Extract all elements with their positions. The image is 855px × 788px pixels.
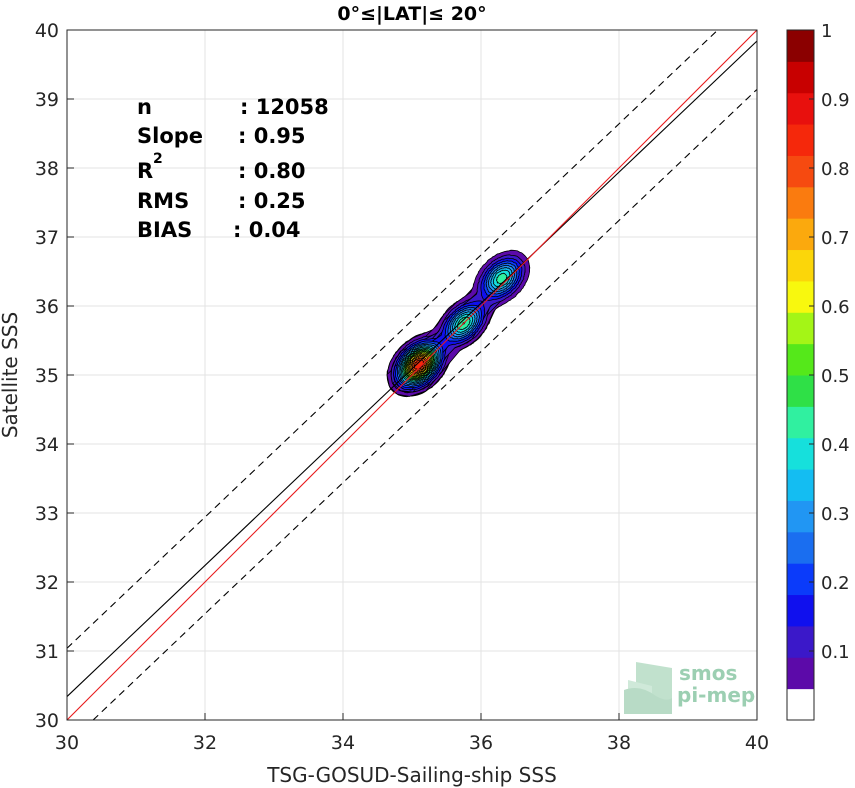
colorbar-segment <box>787 343 814 376</box>
colorbar-segment <box>787 124 814 156</box>
y-tick-label: 31 <box>35 641 59 663</box>
logo-text-line1: smos <box>679 661 737 685</box>
colorbar-segment <box>787 469 814 501</box>
colorbar-segment <box>787 280 814 313</box>
y-tick-label: 34 <box>35 434 59 456</box>
y-axis-ticks: 30 31 32 33 34 35 36 37 38 39 40 <box>35 20 74 732</box>
statistics-box: n : 12058 Slope : 0.95 R 2 : 0.80 RMS : … <box>137 95 329 242</box>
reference-lines <box>67 30 757 720</box>
colorbar-tick-label: 0.2 <box>821 573 850 594</box>
stat-label-rms: RMS <box>137 189 189 213</box>
colorbar-ticks: 0.1 0.2 0.3 0.4 0.5 0.6 0.7 0.8 0.9 1 <box>809 21 850 663</box>
colorbar-segment <box>787 218 814 251</box>
colorbar-segment <box>787 155 814 188</box>
colorbar-tick-label: 0.7 <box>821 228 850 249</box>
colorbar-segment <box>787 657 814 690</box>
logo-text-line2: pi-mep <box>677 683 755 707</box>
identity-line <box>67 30 757 720</box>
lower-bound-line <box>92 88 757 720</box>
y-tick-label: 33 <box>35 503 59 525</box>
y-tick-label: 40 <box>35 20 59 42</box>
y-tick-label: 36 <box>35 296 59 318</box>
colorbar-segment <box>787 531 814 564</box>
regression-line <box>67 40 757 697</box>
colorbar-tick-label: 0.5 <box>821 366 850 387</box>
stat-value-bias: : 0.04 <box>233 218 301 242</box>
colorbar-segment <box>787 625 814 658</box>
x-axis-ticks: 30 32 34 36 38 40 <box>55 713 769 754</box>
y-tick-label: 32 <box>35 572 59 594</box>
logo-waves-icon <box>624 662 672 714</box>
stat-label-n: n <box>137 95 152 119</box>
colorbar-segment <box>787 688 814 721</box>
colorbar-segment <box>787 594 814 627</box>
upper-bound-line <box>67 30 719 649</box>
colorbar-segment <box>787 186 814 219</box>
y-tick-label: 38 <box>35 158 59 180</box>
colorbar-segment <box>787 500 814 533</box>
colorbar-tick-label: 0.9 <box>821 90 850 111</box>
grid <box>66 29 758 721</box>
stat-label-r2: R <box>137 159 153 183</box>
colorbar-tick-label: 0.4 <box>821 435 850 456</box>
stat-value-rms: : 0.25 <box>238 189 306 213</box>
colorbar-segment <box>787 249 814 282</box>
stat-label-slope: Slope <box>137 124 203 148</box>
colorbar-segment <box>787 92 814 125</box>
colorbar-segment <box>787 312 814 345</box>
y-axis-label: Satellite SSS <box>0 312 22 438</box>
x-tick-label: 40 <box>745 732 769 754</box>
x-tick-label: 34 <box>331 732 355 754</box>
smos-pimep-logo: smos pi-mep <box>624 661 755 714</box>
colorbar-segment <box>787 406 814 439</box>
x-tick-label: 38 <box>607 732 631 754</box>
colorbar-tick-label: 0.3 <box>821 504 850 525</box>
colorbar-segment <box>787 437 814 470</box>
colorbar-segment <box>787 563 814 596</box>
y-tick-label: 37 <box>35 227 59 249</box>
stat-value-r2: : 0.80 <box>238 159 306 183</box>
colorbar-tick-label: 0.1 <box>821 642 850 663</box>
x-axis-label: TSG-GOSUD-Sailing-ship SSS <box>266 763 557 787</box>
colorbar-tick-label: 0.6 <box>821 297 850 318</box>
stat-value-n: : 12058 <box>240 95 329 119</box>
y-tick-label: 30 <box>35 710 59 732</box>
colorbar-tick-label: 0.8 <box>821 159 850 180</box>
colorbar <box>787 30 814 721</box>
colorbar-segment <box>787 61 814 94</box>
x-tick-label: 32 <box>193 732 217 754</box>
y-tick-label: 35 <box>35 365 59 387</box>
colorbar-segment <box>787 375 814 407</box>
chart-title: 0°≤|LAT|≤ 20° <box>337 3 486 25</box>
y-tick-label: 39 <box>35 89 59 111</box>
x-tick-label: 30 <box>55 732 79 754</box>
stat-label-bias: BIAS <box>137 218 192 242</box>
colorbar-segment <box>787 30 814 62</box>
x-tick-label: 36 <box>469 732 493 754</box>
stat-value-slope: : 0.95 <box>238 124 306 148</box>
colorbar-tick-label: 1 <box>821 21 832 42</box>
stat-label-r2-superscript: 2 <box>153 151 163 167</box>
